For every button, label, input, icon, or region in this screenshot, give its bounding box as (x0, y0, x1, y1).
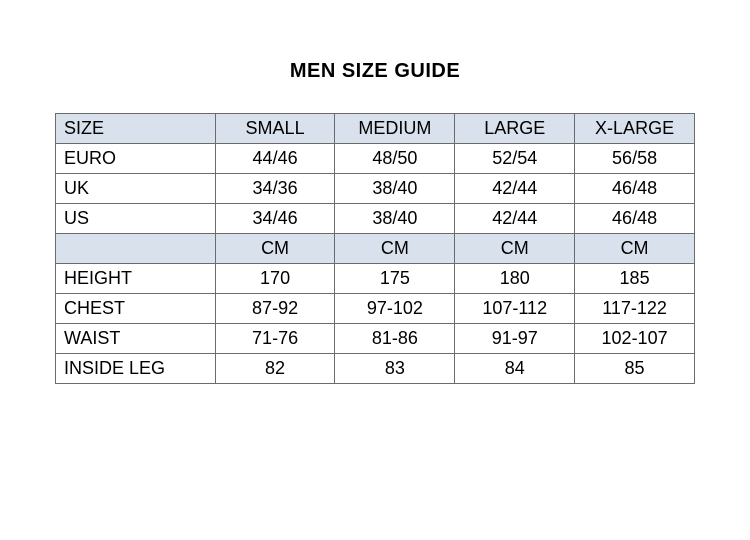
cell: 83 (335, 354, 455, 384)
cell: 185 (575, 264, 695, 294)
unit-header-col: CM (215, 234, 335, 264)
table-row: EURO 44/46 48/50 52/54 56/58 (56, 144, 695, 174)
cell: 34/36 (215, 174, 335, 204)
cell: 52/54 (455, 144, 575, 174)
unit-header-col: CM (335, 234, 455, 264)
size-header-col: LARGE (455, 114, 575, 144)
cell: 42/44 (455, 204, 575, 234)
cell: 56/58 (575, 144, 695, 174)
cell: 170 (215, 264, 335, 294)
cell: 97-102 (335, 294, 455, 324)
unit-header-label (56, 234, 216, 264)
unit-header-col: CM (455, 234, 575, 264)
cell: 102-107 (575, 324, 695, 354)
cell: 180 (455, 264, 575, 294)
cell: 84 (455, 354, 575, 384)
cell: 87-92 (215, 294, 335, 324)
cell: 46/48 (575, 174, 695, 204)
cell: 117-122 (575, 294, 695, 324)
cell: 46/48 (575, 204, 695, 234)
cell: 175 (335, 264, 455, 294)
row-label: US (56, 204, 216, 234)
cell: 107-112 (455, 294, 575, 324)
row-label: HEIGHT (56, 264, 216, 294)
cell: 85 (575, 354, 695, 384)
size-guide-table: SIZE SMALL MEDIUM LARGE X-LARGE EURO 44/… (55, 113, 695, 384)
cell: 44/46 (215, 144, 335, 174)
size-header-row: SIZE SMALL MEDIUM LARGE X-LARGE (56, 114, 695, 144)
cell: 71-76 (215, 324, 335, 354)
table-row: INSIDE LEG 82 83 84 85 (56, 354, 695, 384)
cell: 82 (215, 354, 335, 384)
row-label: EURO (56, 144, 216, 174)
page-title: MEN SIZE GUIDE (290, 60, 460, 83)
size-header-col: MEDIUM (335, 114, 455, 144)
size-header-label: SIZE (56, 114, 216, 144)
row-label: WAIST (56, 324, 216, 354)
row-label: UK (56, 174, 216, 204)
row-label: INSIDE LEG (56, 354, 216, 384)
cell: 38/40 (335, 174, 455, 204)
cell: 42/44 (455, 174, 575, 204)
table-row: UK 34/36 38/40 42/44 46/48 (56, 174, 695, 204)
table-row: US 34/46 38/40 42/44 46/48 (56, 204, 695, 234)
cell: 91-97 (455, 324, 575, 354)
row-label: CHEST (56, 294, 216, 324)
table-row: WAIST 71-76 81-86 91-97 102-107 (56, 324, 695, 354)
table-row: HEIGHT 170 175 180 185 (56, 264, 695, 294)
unit-header-row: CM CM CM CM (56, 234, 695, 264)
table-row: CHEST 87-92 97-102 107-112 117-122 (56, 294, 695, 324)
size-header-col: SMALL (215, 114, 335, 144)
cell: 34/46 (215, 204, 335, 234)
cell: 38/40 (335, 204, 455, 234)
size-header-col: X-LARGE (575, 114, 695, 144)
cell: 81-86 (335, 324, 455, 354)
cell: 48/50 (335, 144, 455, 174)
unit-header-col: CM (575, 234, 695, 264)
